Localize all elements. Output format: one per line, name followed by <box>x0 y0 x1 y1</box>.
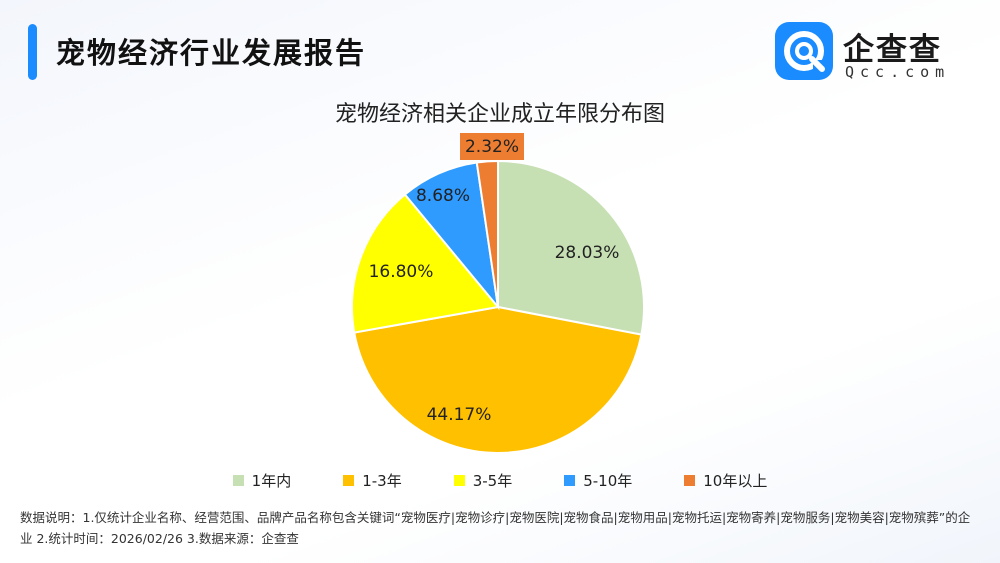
pie-chart: 28.03% 44.17% 16.80% 8.68% 2.32% <box>351 133 645 454</box>
pie-slice-3-5-years <box>351 193 500 334</box>
data-label-1-year: 28.03% <box>555 243 620 263</box>
legend-item-10-plus-years: 10年以上 <box>684 470 767 491</box>
data-label-1-3-years: 44.17% <box>427 405 492 425</box>
legend-swatch <box>232 475 244 486</box>
pie-slice-1-3-years <box>353 305 643 454</box>
data-label-box-10-plus-years <box>460 133 524 160</box>
title-accent-bar <box>28 24 37 80</box>
legend-label: 10年以上 <box>703 472 768 490</box>
brand-name: 企查查 <box>843 32 942 68</box>
pie-slice-10-plus-years <box>475 159 499 308</box>
brand-logo: 企查查 Qcc.com <box>775 22 985 82</box>
legend-item-1-year: 1年内 <box>232 470 292 491</box>
legend-label: 1-3年 <box>362 472 402 490</box>
legend-swatch <box>453 475 465 486</box>
legend-item-5-10-years: 5-10年 <box>564 470 632 491</box>
data-footnote: 数据说明：1.仅统计企业名称、经营范围、品牌产品名称包含关键词“宠物医疗|宠物诊… <box>20 510 971 546</box>
legend-item-1-3-years: 1-3年 <box>343 470 402 491</box>
legend-item-3-5-years: 3-5年 <box>453 470 513 491</box>
pie-slice-1-year <box>497 159 645 336</box>
chart-title: 宠物经济相关企业成立年限分布图 <box>334 102 665 127</box>
data-label-5-10-years: 8.68% <box>416 186 470 206</box>
data-label-10-plus-years: 2.32% <box>465 137 519 157</box>
legend-label: 1年内 <box>251 472 292 490</box>
data-label-3-5-years: 16.80% <box>369 262 434 282</box>
legend-swatch <box>684 475 696 486</box>
legend-swatch <box>343 475 355 486</box>
legend-label: 3-5年 <box>472 472 513 490</box>
report-title: 宠物经济行业发展报告 <box>56 36 367 70</box>
brand-domain: Qcc.com <box>845 63 951 81</box>
legend-label: 5-10年 <box>583 472 633 490</box>
chart-legend: 1年内 1-3年 3-5年 5-10年 10年以上 <box>0 470 1000 491</box>
qcc-logo-icon <box>775 22 833 80</box>
legend-swatch <box>564 475 576 486</box>
